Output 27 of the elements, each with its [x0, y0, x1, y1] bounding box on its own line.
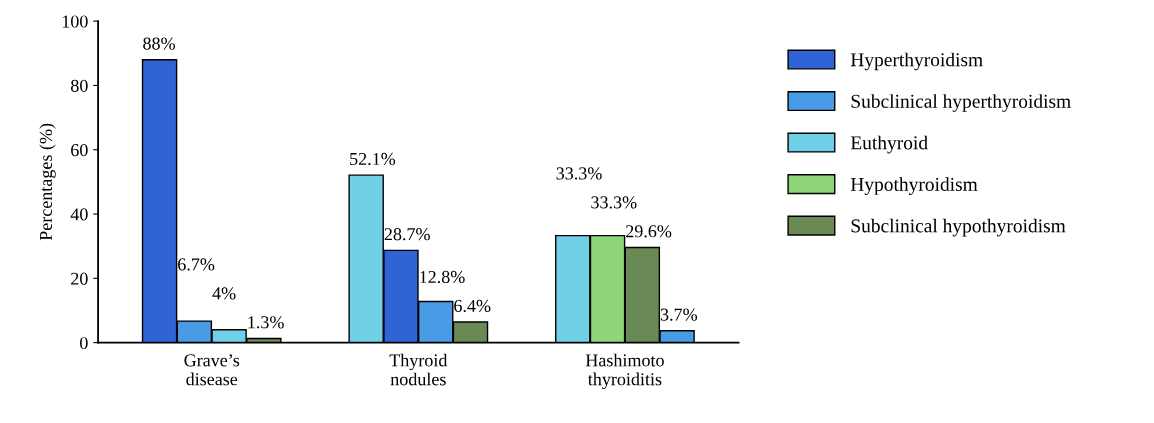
data-label: 33.3%	[591, 196, 637, 209]
data-label: 6.7%	[178, 258, 215, 271]
data-label: 3.7%	[660, 308, 698, 321]
y-tick-label: 100	[62, 15, 88, 28]
data-label: 28.7%	[384, 228, 430, 241]
data-label: 4%	[212, 287, 236, 300]
legend-label: Euthyroid	[850, 135, 928, 154]
y-tick-label: 80	[71, 79, 88, 92]
data-label: 29.6%	[626, 225, 672, 238]
data-label: 6.4%	[454, 299, 491, 313]
y-tick-label: 40	[70, 208, 88, 221]
data-label: 88%	[143, 37, 175, 50]
y-tick-label: 20	[71, 272, 88, 285]
legend-label: Subclinical hyperthyroidism	[851, 94, 1071, 112]
x-tick-label: Grave’s disease	[184, 354, 240, 386]
x-tick-label: Thyroid nodules	[389, 353, 448, 386]
x-tick-label: Hashimoto thyroiditis	[585, 353, 664, 390]
y-axis-title: Percentages (%)	[39, 123, 56, 241]
data-label: 12.8%	[420, 270, 465, 284]
legend-label: Hyperthyroidism	[850, 52, 983, 71]
data-label: 33.3%	[556, 167, 602, 180]
legend-label: Subclinical hypothyroidism	[851, 218, 1066, 237]
y-tick-label: 0	[80, 336, 88, 350]
data-label: 52.1%	[350, 152, 396, 166]
y-tick-label: 60	[71, 144, 88, 157]
legend-label: Hypothyroidism	[850, 177, 978, 195]
data-label: 1.3%	[248, 316, 284, 329]
